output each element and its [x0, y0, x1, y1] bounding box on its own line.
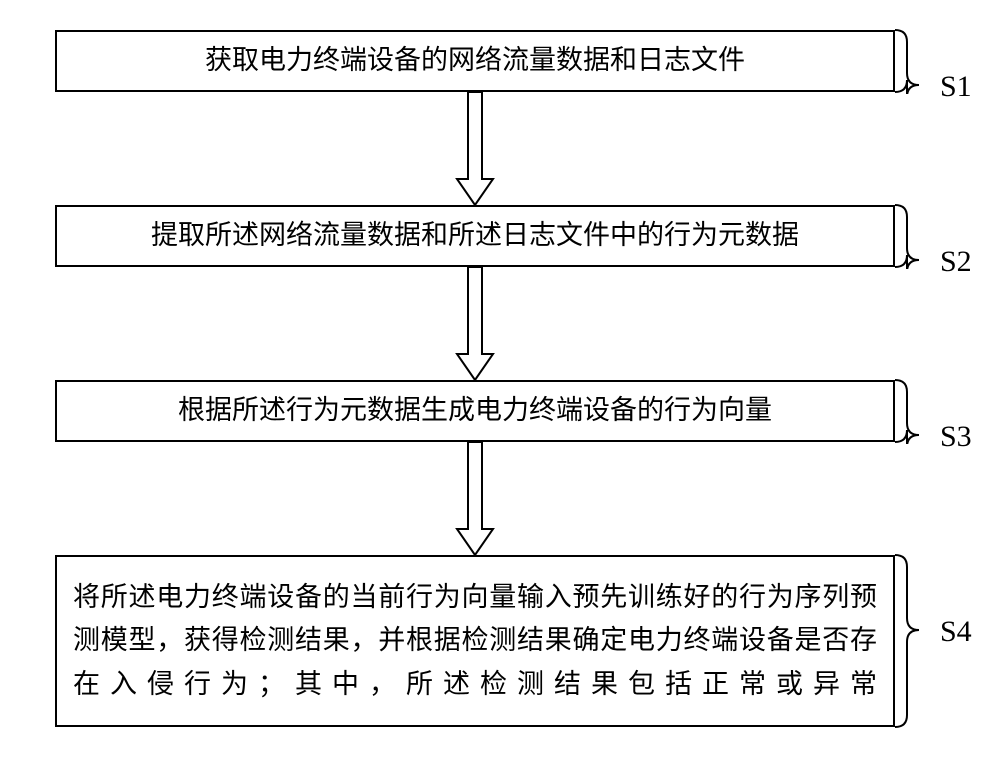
- arrow-s1-s2: [455, 92, 495, 205]
- step-label-s1: S1: [940, 70, 972, 104]
- bracket-s2: [895, 203, 945, 269]
- step-text-s4: 将所述电力终端设备的当前行为向量输入预先训练好的行为序列预测模型，获得检测结果，…: [73, 576, 877, 706]
- step-box-s2: 提取所述网络流量数据和所述日志文件中的行为元数据: [55, 205, 895, 267]
- step-label-s2: S2: [940, 245, 972, 279]
- step-label-s4: S4: [940, 615, 972, 649]
- bracket-s3: [895, 378, 945, 444]
- step-box-s1: 获取电力终端设备的网络流量数据和日志文件: [55, 30, 895, 92]
- flowchart-canvas: 获取电力终端设备的网络流量数据和日志文件 S1 提取所述网络流量数据和所述日志文…: [0, 0, 1000, 777]
- step-box-s3: 根据所述行为元数据生成电力终端设备的行为向量: [55, 380, 895, 442]
- step-text-s3: 根据所述行为元数据生成电力终端设备的行为向量: [73, 389, 877, 432]
- bracket-s4: [895, 553, 945, 729]
- step-box-s4: 将所述电力终端设备的当前行为向量输入预先训练好的行为序列预测模型，获得检测结果，…: [55, 555, 895, 727]
- step-label-s3: S3: [940, 420, 972, 454]
- arrow-s2-s3: [455, 267, 495, 380]
- arrow-s3-s4: [455, 442, 495, 555]
- bracket-s1: [895, 28, 945, 94]
- step-text-s1: 获取电力终端设备的网络流量数据和日志文件: [73, 39, 877, 82]
- step-text-s2: 提取所述网络流量数据和所述日志文件中的行为元数据: [73, 214, 877, 257]
